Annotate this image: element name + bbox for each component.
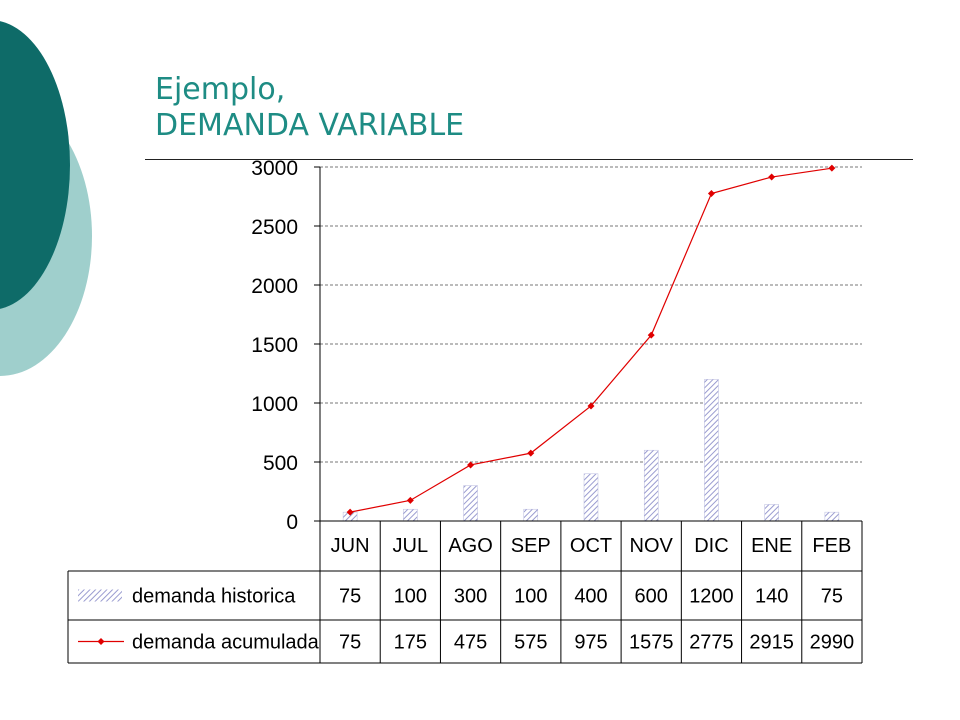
bar [704, 379, 719, 522]
x-category-label: SEP [511, 535, 551, 557]
data-label-historica: 140 [755, 586, 788, 608]
y-tick-label: 500 [263, 452, 298, 475]
x-category-label: NOV [630, 535, 674, 557]
x-category-label: JUN [331, 535, 370, 557]
x-category-label: JUL [393, 535, 429, 557]
bar [583, 473, 599, 522]
bar [764, 504, 779, 522]
x-category-label: FEB [812, 535, 851, 557]
series-line [349, 167, 832, 513]
legend-label-historica: demanda historica [132, 586, 296, 608]
line-point [647, 331, 655, 339]
line-point [707, 190, 715, 198]
data-label-acumulada: 2915 [749, 632, 794, 654]
y-tick-label: 0 [286, 511, 298, 534]
grid-lines [320, 166, 862, 463]
data-label-acumulada: 2990 [810, 632, 855, 654]
x-category-label: ENE [751, 535, 792, 557]
x-category-label: AGO [448, 535, 492, 557]
title-divider [145, 159, 913, 160]
bar [643, 449, 659, 522]
data-label-acumulada: 1575 [629, 632, 674, 654]
data-label-historica: 100 [514, 586, 547, 608]
line-point [467, 461, 475, 469]
data-label-historica: 75 [339, 586, 361, 608]
data-label-historica: 75 [821, 586, 843, 608]
data-table: JUN JUL AGO SEP OCT NOV DIC ENE FEB demanda histo… [67, 520, 863, 664]
line-point [587, 402, 595, 410]
line-point [406, 496, 414, 504]
axes: 0 500 1000 1500 2000 2500 3000 [251, 157, 321, 534]
legend-key-marker [97, 638, 105, 645]
x-category-label: OCT [570, 535, 612, 557]
bar-series [342, 379, 840, 522]
y-tick-label: 2000 [251, 275, 298, 298]
decor-circle-dark [0, 21, 70, 309]
data-label-historica: 400 [574, 586, 607, 608]
line-series [346, 164, 836, 516]
data-label-acumulada: 175 [394, 632, 427, 654]
data-label-historica: 300 [454, 586, 487, 608]
line-point [527, 449, 535, 457]
bar [523, 508, 539, 522]
y-tick-label: 3000 [251, 157, 298, 180]
legend-key-bar [78, 589, 122, 602]
y-tick-label: 1500 [251, 334, 298, 357]
data-label-historica: 1200 [689, 586, 734, 608]
data-label-acumulada: 475 [454, 632, 487, 654]
bar [824, 511, 840, 522]
line-point [346, 508, 354, 516]
data-label-acumulada: 2775 [689, 632, 734, 654]
legend-label-acumulada: demanda acumulada [132, 632, 320, 654]
y-tick-label: 1000 [251, 393, 298, 416]
x-category-label: DIC [694, 535, 728, 557]
line-point [768, 173, 776, 181]
data-label-acumulada: 975 [574, 632, 607, 654]
slide-title: Ejemplo, DEMANDA VARIABLE [155, 72, 464, 144]
slide-title-line2: DEMANDA VARIABLE [155, 108, 465, 143]
data-label-acumulada: 575 [514, 632, 547, 654]
line-point [828, 164, 836, 172]
bar [403, 508, 418, 522]
data-label-historica: 100 [394, 586, 427, 608]
data-label-acumulada: 75 [339, 632, 361, 654]
data-label-historica: 600 [635, 586, 668, 608]
y-tick-label: 2500 [251, 216, 298, 239]
bar [463, 485, 478, 522]
slide-title-line1: Ejemplo, [155, 72, 286, 107]
